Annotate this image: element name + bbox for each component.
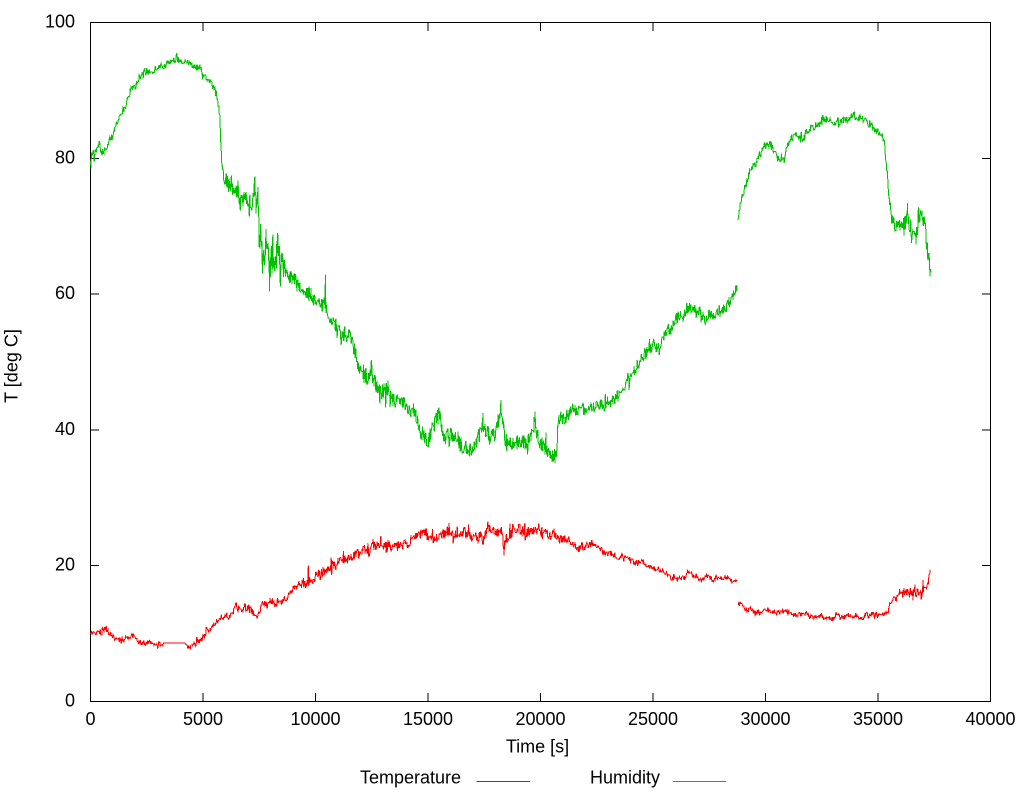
svg-text:60: 60 <box>55 283 75 303</box>
svg-text:25000: 25000 <box>628 709 678 729</box>
svg-text:10000: 10000 <box>290 709 340 729</box>
svg-text:80: 80 <box>55 147 75 167</box>
svg-text:100: 100 <box>45 12 75 32</box>
svg-text:0: 0 <box>65 691 75 711</box>
svg-text:35000: 35000 <box>853 709 903 729</box>
svg-text:Temperature: Temperature <box>360 768 461 788</box>
svg-text:40: 40 <box>55 419 75 439</box>
svg-text:20: 20 <box>55 555 75 575</box>
svg-text:20000: 20000 <box>515 709 565 729</box>
svg-text:Time [s]: Time [s] <box>506 737 569 757</box>
svg-text:15000: 15000 <box>403 709 453 729</box>
svg-text:0: 0 <box>85 709 95 729</box>
svg-text:30000: 30000 <box>740 709 790 729</box>
svg-text:5000: 5000 <box>183 709 223 729</box>
svg-text:Humidity: Humidity <box>590 768 660 788</box>
svg-text:40000: 40000 <box>965 709 1015 729</box>
svg-text:T [deg C]: T [deg C] <box>2 329 22 403</box>
